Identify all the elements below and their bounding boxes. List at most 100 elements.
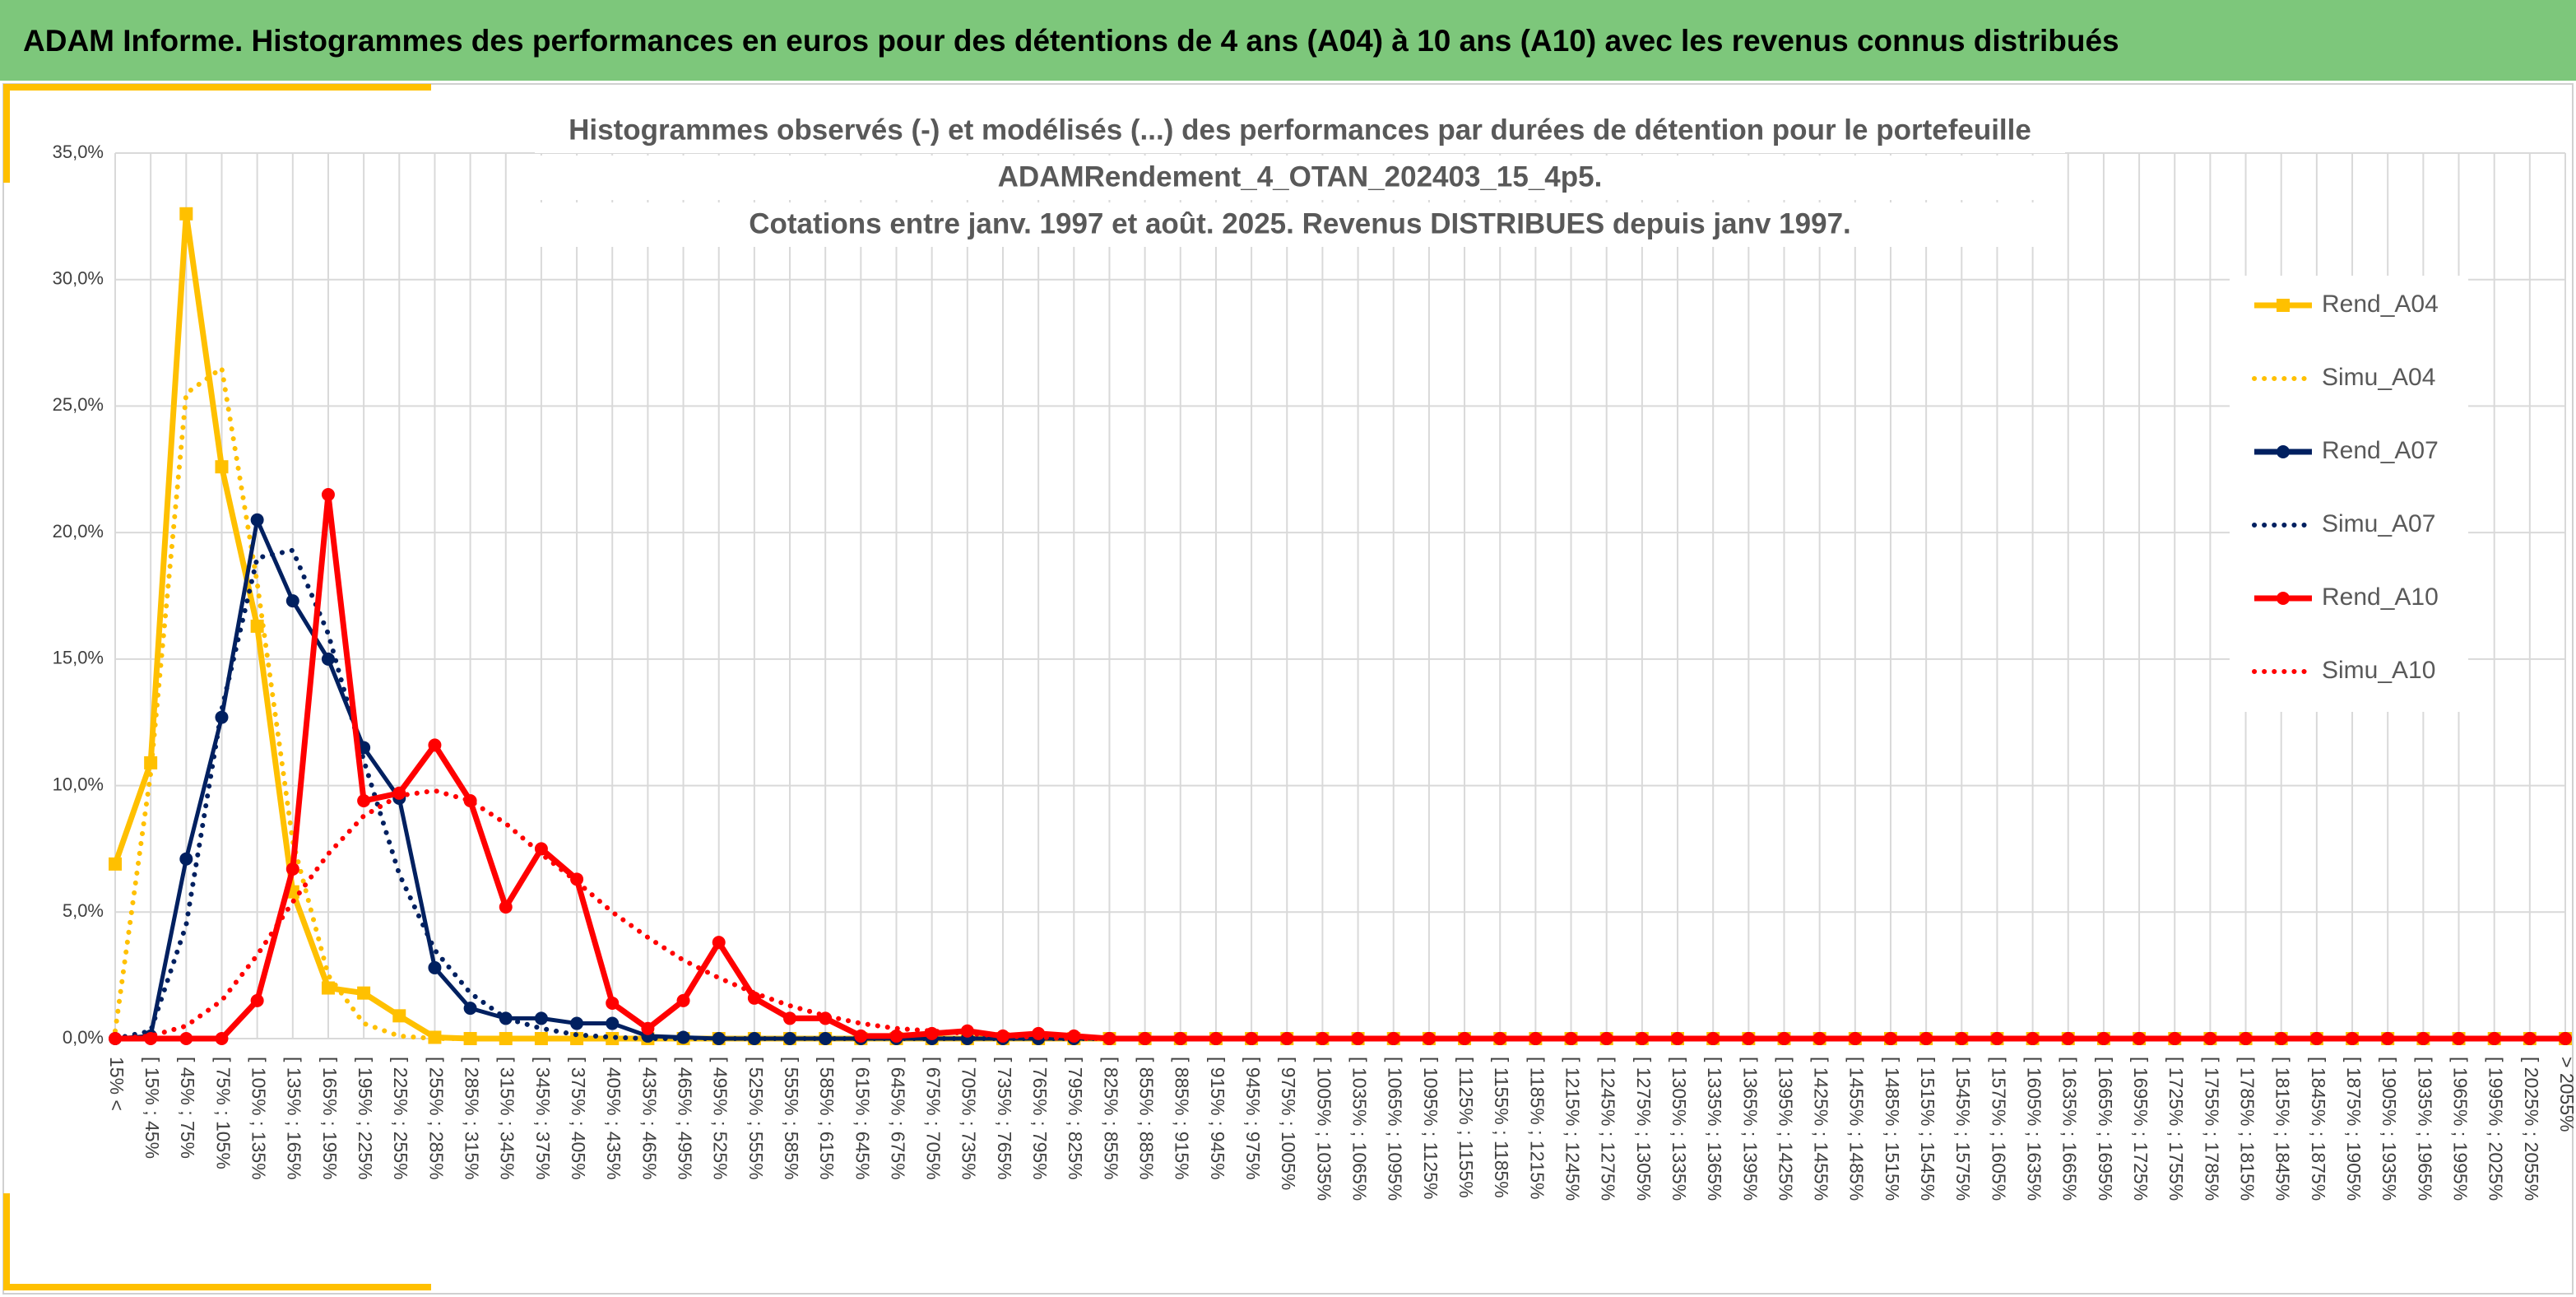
y-tick-label: 25,0% xyxy=(53,394,104,415)
legend-marker xyxy=(2277,445,2290,458)
point-marker xyxy=(285,862,299,876)
x-tick-label: [ 1785% ; 1815% xyxy=(2236,1057,2258,1201)
x-tick-label: [ 165% ; 195% xyxy=(319,1057,341,1180)
x-tick-label: [ 1125% ; 1155% xyxy=(1455,1057,1477,1198)
corner-accent xyxy=(3,84,431,91)
x-tick-label: [ 1755% ; 1785% xyxy=(2201,1057,2222,1201)
x-tick-label: [ 1005% ; 1035% xyxy=(1313,1057,1334,1201)
chart-title: Cotations entre janv. 1997 et août. 2025… xyxy=(749,207,1851,239)
y-tick-label: 5,0% xyxy=(63,900,104,921)
x-tick-label: [ 195% ; 225% xyxy=(355,1057,376,1180)
point-marker xyxy=(747,991,761,1005)
point-marker xyxy=(357,794,371,808)
x-tick-label: 15% < xyxy=(106,1057,128,1111)
point-marker xyxy=(285,594,299,608)
point-marker xyxy=(1351,1032,1365,1045)
point-marker xyxy=(179,1032,193,1045)
x-tick-label: [ 855% ; 885% xyxy=(1136,1057,1158,1180)
x-tick-label: [ 495% ; 525% xyxy=(710,1057,731,1180)
point-marker xyxy=(215,1032,229,1045)
y-tick-label: 20,0% xyxy=(53,521,104,542)
x-tick-label: [ 2025% ; 2055% xyxy=(2521,1057,2542,1201)
legend-marker xyxy=(2277,299,2290,312)
x-tick-label: [ 1335% ; 1365% xyxy=(1704,1057,1725,1201)
legend-label: Simu_A10 xyxy=(2322,657,2435,684)
point-marker xyxy=(960,1024,974,1038)
x-tick-label: [ 1395% ; 1425% xyxy=(1775,1057,1796,1201)
legend-label: Rend_A10 xyxy=(2322,583,2439,611)
legend-label: Rend_A07 xyxy=(2322,437,2439,464)
corner-accent xyxy=(3,1284,431,1290)
x-tick-label: [ 945% ; 975% xyxy=(1242,1057,1264,1180)
x-tick-label: [ 1275% ; 1305% xyxy=(1633,1057,1655,1201)
point-marker xyxy=(392,1009,406,1023)
x-tick-label: [ 375% ; 405% xyxy=(568,1057,589,1180)
legend-label: Simu_A07 xyxy=(2322,510,2435,537)
point-marker xyxy=(1599,1032,1613,1045)
point-marker xyxy=(463,1002,477,1016)
x-tick-label: [ 405% ; 435% xyxy=(603,1057,624,1180)
x-tick-label: [ 1815% ; 1845% xyxy=(2272,1057,2294,1201)
point-marker xyxy=(499,1032,513,1045)
x-tick-label: [ 105% ; 135% xyxy=(248,1057,270,1180)
point-marker xyxy=(321,652,335,666)
x-tick-label: [ 1185% ; 1215% xyxy=(1526,1057,1548,1199)
x-tick-label: [ 45% ; 75% xyxy=(177,1057,198,1159)
point-marker xyxy=(2061,1032,2075,1045)
series-line xyxy=(112,491,2569,1042)
point-marker xyxy=(2559,1032,2572,1045)
x-tick-label: [ 345% ; 375% xyxy=(532,1057,554,1180)
point-marker xyxy=(1067,1029,1081,1043)
x-tick-label: [ 975% ; 1005% xyxy=(1278,1057,1299,1190)
point-marker xyxy=(1742,1032,1756,1045)
x-tick-label: [ 1215% ; 1245% xyxy=(1562,1057,1583,1201)
point-marker xyxy=(428,960,442,974)
point-marker xyxy=(2416,1032,2430,1045)
x-tick-label: [ 1665% ; 1695% xyxy=(2095,1057,2116,1201)
point-marker xyxy=(1316,1032,1330,1045)
x-tick-label: [ 615% ; 645% xyxy=(852,1057,873,1180)
x-tick-label: [ 1305% ; 1335% xyxy=(1669,1057,1690,1201)
y-tick-label: 35,0% xyxy=(53,142,104,162)
x-tick-label: [ 1515% ; 1545% xyxy=(1917,1057,1938,1201)
x-tick-label: [ 1155% ; 1185% xyxy=(1491,1057,1512,1198)
x-tick-label: [ 525% ; 555% xyxy=(745,1057,767,1180)
point-marker xyxy=(109,857,122,871)
x-tick-label: [ 1725% ; 1755% xyxy=(2165,1057,2187,1201)
x-tick-label: [ 915% ; 945% xyxy=(1207,1057,1228,1180)
point-marker xyxy=(783,1032,797,1045)
chart-frame xyxy=(2,83,2574,1295)
x-tick-label: [ 1905% ; 1935% xyxy=(2379,1057,2400,1201)
x-tick-label: [ 1575% ; 1605% xyxy=(1988,1057,2009,1201)
x-tick-label: [ 135% ; 165% xyxy=(284,1057,305,1180)
x-tick-label: [ 765% ; 795% xyxy=(1029,1057,1051,1180)
point-marker xyxy=(1173,1032,1187,1045)
y-tick-label: 15,0% xyxy=(53,648,104,668)
title-backdrop xyxy=(535,156,2065,200)
point-marker xyxy=(570,872,584,886)
point-marker xyxy=(676,993,690,1007)
point-marker xyxy=(996,1029,1010,1043)
legend-label: Simu_A04 xyxy=(2322,364,2435,391)
y-tick-label: 30,0% xyxy=(53,268,104,289)
point-marker xyxy=(606,1016,620,1030)
point-marker xyxy=(250,513,264,527)
x-tick-label: > 2055% xyxy=(2556,1057,2576,1132)
point-marker xyxy=(1812,1032,1826,1045)
corner-accent xyxy=(3,1193,10,1290)
point-marker xyxy=(1919,1032,1933,1045)
point-marker xyxy=(1493,1032,1507,1045)
point-marker xyxy=(1422,1032,1436,1045)
chart-title: Histogrammes observés (-) et modélisés (… xyxy=(569,114,2031,146)
corner-accent xyxy=(3,84,10,183)
x-tick-label: [ 1995% ; 2025% xyxy=(2485,1057,2507,1201)
point-marker xyxy=(499,900,513,914)
x-tick-label: [ 285% ; 315% xyxy=(462,1057,483,1180)
x-tick-label: [ 675% ; 705% xyxy=(923,1057,945,1180)
point-marker xyxy=(1245,1032,1259,1045)
legend-marker xyxy=(2277,592,2290,605)
point-marker xyxy=(321,488,335,502)
x-tick-label: [ 885% ; 915% xyxy=(1172,1057,1193,1180)
point-marker xyxy=(179,207,193,221)
